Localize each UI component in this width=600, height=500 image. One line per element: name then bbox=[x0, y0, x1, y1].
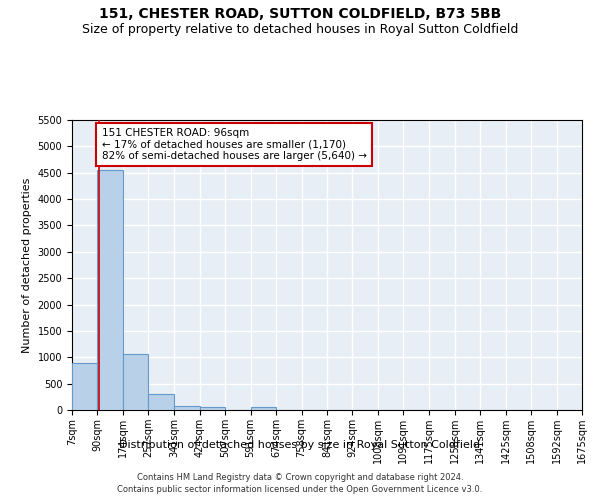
Bar bbox=[251, 407, 276, 410]
Text: 151 CHESTER ROAD: 96sqm
← 17% of detached houses are smaller (1,170)
82% of semi: 151 CHESTER ROAD: 96sqm ← 17% of detache… bbox=[101, 128, 367, 161]
Text: Contains public sector information licensed under the Open Government Licence v3: Contains public sector information licen… bbox=[118, 486, 482, 494]
Bar bbox=[97, 170, 123, 410]
Text: Distribution of detached houses by size in Royal Sutton Coldfield: Distribution of detached houses by size … bbox=[119, 440, 481, 450]
Bar bbox=[123, 354, 148, 410]
Bar bbox=[199, 406, 225, 410]
Bar bbox=[148, 394, 174, 410]
Text: 151, CHESTER ROAD, SUTTON COLDFIELD, B73 5BB: 151, CHESTER ROAD, SUTTON COLDFIELD, B73… bbox=[99, 6, 501, 20]
Y-axis label: Number of detached properties: Number of detached properties bbox=[22, 178, 32, 352]
Bar bbox=[72, 362, 97, 410]
Text: Contains HM Land Registry data © Crown copyright and database right 2024.: Contains HM Land Registry data © Crown c… bbox=[137, 473, 463, 482]
Text: Size of property relative to detached houses in Royal Sutton Coldfield: Size of property relative to detached ho… bbox=[82, 22, 518, 36]
Bar bbox=[174, 406, 199, 410]
